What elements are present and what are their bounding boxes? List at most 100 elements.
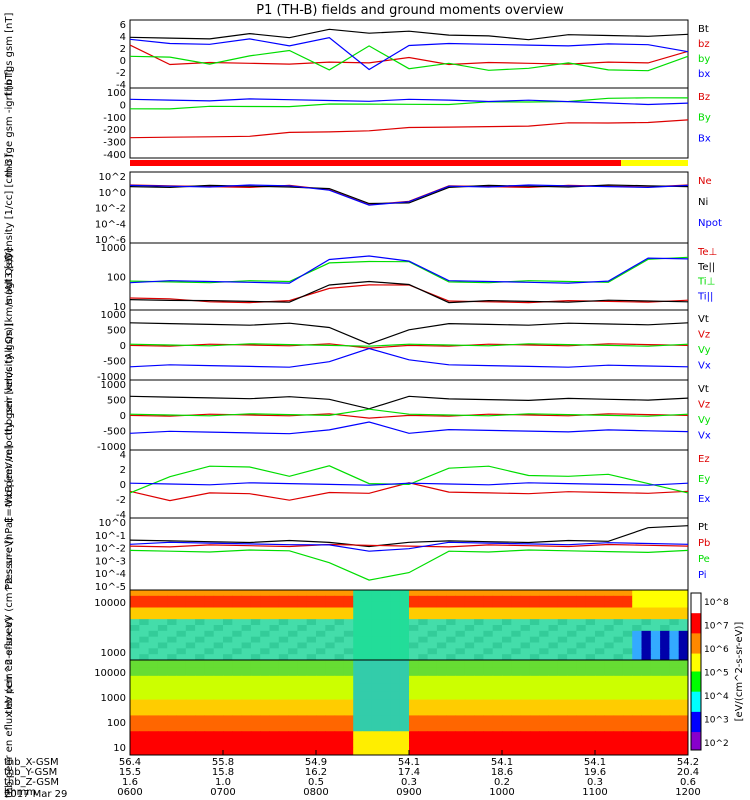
spectrogram-cell [520,683,531,693]
spectrogram-cell [250,613,261,620]
spectrogram-cell [343,601,354,608]
colorbar-cell [691,597,701,601]
spectrogram-cell [399,731,410,740]
spectrogram-cell [641,667,652,677]
spectrogram-cell [576,595,587,603]
spectrogram-cell [650,601,661,608]
colorbar-cell [691,732,701,735]
spectrogram-cell [613,675,624,685]
spectrogram-cell [250,642,261,649]
spectrogram-cell [557,675,568,685]
spectrogram-cell [157,636,168,643]
spectrogram-cell [622,595,633,603]
spectrogram-cell [362,590,373,597]
spectrogram-cell [241,630,252,638]
spectrogram-cell [185,619,196,626]
spectrogram-cell [529,675,540,685]
spectrogram-cell [139,648,150,655]
spectrogram-cell [520,636,531,643]
spectrogram-cell [539,648,549,655]
spectrogram-cell [232,699,243,708]
spectrogram-cell [139,654,150,661]
panel-3 [130,160,688,166]
spectrogram-cell [306,607,317,614]
spectrogram-cell [539,691,549,701]
spectrogram-cell [409,691,419,701]
spectrogram-cell [371,723,382,732]
spectrogram-cell [455,607,466,614]
spectrogram-cell [464,660,475,669]
spectrogram-cell [371,667,382,677]
spectrogram-cell [176,607,187,614]
spectrogram-cell [232,619,243,626]
spectrogram-cell [567,630,577,638]
spectrogram-cell [130,731,140,740]
series-line-Bt [129,28,689,41]
spectrogram-cell [176,648,187,655]
spectrogram-cell [195,607,205,614]
spectrogram-cell [632,630,642,638]
spectrogram-cell [288,683,298,693]
y-tick-label: 10^-2 [95,204,126,215]
spectrogram-cell [502,630,512,638]
spectrogram-cell [223,601,233,608]
spectrogram-cell [650,630,661,638]
colorbar-cell [691,615,701,619]
spectrogram-cell [660,642,670,649]
spectrogram-cell [306,660,317,669]
spectrogram-cell [241,691,252,701]
spectrogram-cell [250,691,261,701]
spectrogram-cell [604,691,615,701]
spectrogram-cell [278,590,289,597]
spectrogram-cell [464,707,475,716]
spectrogram-cell [381,715,391,724]
spectrogram-cell [446,731,456,740]
spectrogram-cell [325,613,336,620]
spectrogram-cell [325,683,336,693]
spectrogram-cell [139,642,150,649]
spectrogram-cell [185,683,196,693]
spectrogram-cell [195,636,205,643]
spectrogram-cell [455,683,466,693]
spectrogram-cell [371,630,382,638]
y-tick-label: 10^2 [99,172,126,183]
spectrogram-cell [502,723,512,732]
spectrogram-cell [195,648,205,655]
spectrogram-cell [632,675,642,685]
spectrogram-cell [502,654,512,661]
spectrogram-cell [511,691,522,701]
spectrogram-cell [576,630,587,638]
figure-title: P1 (TH-B) fields and ground moments over… [256,3,564,18]
spectrogram-cell [325,654,336,661]
spectrogram-cell [381,699,391,708]
spectrogram-cell [390,590,401,597]
spectrogram-cell [520,654,531,661]
ephem-value: 0600 [117,787,142,798]
spectrogram-cell [325,648,336,655]
spectrogram-cell [139,636,150,643]
spectrogram-cell [343,648,354,655]
spectrogram-cell [297,619,308,626]
spectrogram-cell [474,636,484,643]
spectrogram-cell [650,739,661,748]
colorbar-cell [691,601,701,605]
spectrogram-cell [316,601,326,608]
spectrogram-cell [353,723,363,732]
spectrogram-cell [390,683,401,693]
colorbar-cell [691,619,701,623]
spectrogram-cell [260,667,270,677]
spectrogram-cell [548,613,559,620]
spectrogram-cell [446,683,456,693]
colorbar-cell [691,617,701,621]
spectrogram-cell [241,660,252,669]
spectrogram-cell [139,601,150,608]
spectrogram-cell [157,607,168,614]
panel-frame [129,19,689,89]
spectrogram-cell [483,675,494,685]
spectrogram-cell [306,683,317,693]
spectrogram-cell [622,648,633,655]
spectrogram-cell [557,619,568,626]
spectrogram-cell [427,747,438,756]
spectrogram-cell [418,715,429,724]
spectrogram-cell [176,642,187,649]
